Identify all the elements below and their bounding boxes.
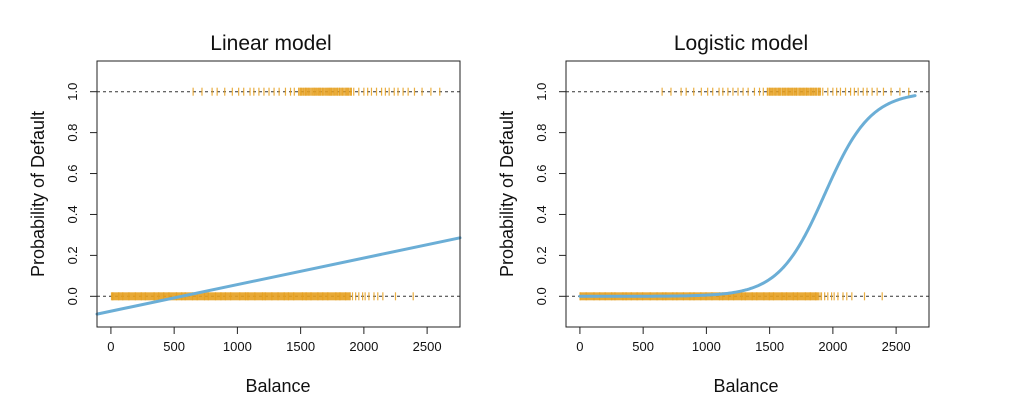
linear-model-y-tick-label: 0.4: [65, 205, 80, 223]
logistic-model-y-tick-label: 0.6: [534, 164, 549, 182]
logistic-model-fit-curve: [578, 94, 917, 298]
linear-model-fit-line: [95, 236, 462, 316]
linear-model-points: [110, 87, 441, 301]
logistic-model-x-axis: 0 500 1000 1500 2000 2500: [576, 327, 911, 354]
logistic-model-x-tick-label: 2500: [882, 339, 911, 354]
logistic-model-y-tick-label: 0.4: [534, 205, 549, 223]
logistic-model-x-tick-label: 500: [632, 339, 654, 354]
logistic-model-x-tick-label: 1500: [755, 339, 784, 354]
linear-model-y-tick-label: 0.2: [65, 246, 80, 264]
linear-model-title: Linear model: [210, 32, 331, 55]
linear-model-y-tick-label: 0.8: [65, 124, 80, 142]
linear-model-plot-frame: [96, 60, 461, 328]
logistic-model-title: Logistic model: [674, 32, 808, 55]
logistic-model-x-axis-label: Balance: [713, 376, 778, 396]
linear-model-x-tick-label: 1500: [286, 339, 315, 354]
logistic-model-reference-lines: [566, 91, 929, 297]
logistic-model-x-tick-label: 0: [576, 339, 583, 354]
linear-model-y-tick-label: 1.0: [65, 83, 80, 101]
logistic-model-y-axis-label: Probability of Default: [497, 111, 517, 277]
logistic-model-plot-frame: [565, 60, 930, 328]
logistic-model-y-tick-label: 0.0: [534, 287, 549, 305]
linear-model-panel: Linear model Probability of Default Bala…: [28, 32, 462, 396]
linear-model-x-tick-label: 500: [163, 339, 185, 354]
linear-model-y-tick-label: 0.6: [65, 164, 80, 182]
linear-model-y-axis: 0.0 0.2 0.4 0.6 0.8 1.0: [65, 83, 97, 305]
linear-model-x-tick-label: 2000: [349, 339, 378, 354]
logistic-model-y-tick-label: 1.0: [534, 83, 549, 101]
logistic-model-panel: Logistic model Probability of Default Ba…: [497, 32, 930, 396]
linear-model-y-axis-label: Probability of Default: [28, 111, 48, 277]
logistic-model-points: [579, 87, 910, 301]
logistic-model-y-axis: 0.0 0.2 0.4 0.6 0.8 1.0: [534, 83, 566, 305]
linear-model-x-tick-label: 1000: [223, 339, 252, 354]
logistic-model-y-tick-label: 0.2: [534, 246, 549, 264]
linear-model-x-axis: 0 500 1000 1500 2000 2500: [107, 327, 442, 354]
linear-model-x-tick-label: 0: [107, 339, 114, 354]
linear-model-x-tick-label: 2500: [413, 339, 442, 354]
linear-model-y-tick-label: 0.0: [65, 287, 80, 305]
linear-model-x-axis-label: Balance: [245, 376, 310, 396]
linear-model-reference-lines: [97, 91, 460, 297]
logistic-model-x-tick-label: 1000: [692, 339, 721, 354]
logistic-model-x-tick-label: 2000: [818, 339, 847, 354]
logistic-model-y-tick-label: 0.8: [534, 124, 549, 142]
